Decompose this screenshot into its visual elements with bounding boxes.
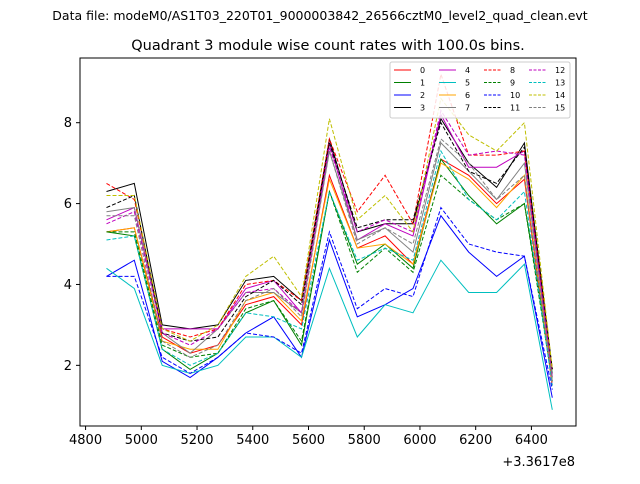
legend-label-1: 1 [420, 79, 425, 88]
legend-label-14: 14 [555, 91, 565, 100]
legend-label-9: 9 [510, 79, 515, 88]
series-line-7 [106, 141, 553, 378]
x-tick-label: 6400 [515, 433, 548, 448]
series-line-2 [106, 214, 553, 398]
legend-box [389, 61, 571, 119]
legend-label-6: 6 [465, 91, 470, 100]
series-line-15 [106, 137, 553, 382]
x-tick-label: 5400 [236, 433, 269, 448]
series-line-5 [106, 259, 553, 410]
x-tick-label: 4800 [69, 433, 102, 448]
chart-title: Quadrant 3 module wise count rates with … [131, 38, 525, 54]
x-tick-label: 6200 [459, 433, 492, 448]
series-line-10 [106, 206, 553, 390]
x-tick-label: 5600 [292, 433, 325, 448]
legend-label-15: 15 [555, 104, 565, 113]
legend-label-7: 7 [465, 104, 470, 113]
series-line-0 [106, 158, 553, 386]
series-group [106, 72, 553, 410]
legend-label-8: 8 [510, 66, 515, 75]
legend-label-12: 12 [555, 66, 565, 75]
series-line-11 [106, 121, 553, 370]
axes: 4800 5000 5200 5400 5600 5800 6000 6200 6400 2 4 6 8 [64, 57, 577, 448]
series-line-1 [106, 157, 553, 374]
y-tick-label: 4 [64, 278, 72, 293]
x-tick-label: 5200 [180, 433, 213, 448]
y-tick-label: 2 [64, 359, 72, 374]
data-file-label: Data file: modeM0/AS1T03_220T01_90000038… [52, 8, 587, 23]
series-line-13 [106, 149, 553, 386]
y-tick-label: 6 [64, 197, 72, 212]
axes-frame [79, 57, 577, 427]
legend-label-13: 13 [555, 79, 565, 88]
series-line-14 [106, 97, 553, 370]
x-tick-label: 5800 [348, 433, 381, 448]
legend-label-5: 5 [465, 79, 470, 88]
series-line-12 [106, 109, 553, 378]
y-tick-label: 8 [64, 116, 72, 131]
legend-label-4: 4 [465, 66, 470, 75]
series-line-8 [106, 72, 553, 370]
x-axis-offset-label: +3.3617e8 [502, 455, 575, 470]
x-tick-label: 5000 [125, 433, 158, 448]
legend-label-0: 0 [420, 66, 425, 75]
legend-label-3: 3 [420, 104, 425, 113]
legend-label-11: 11 [510, 104, 520, 113]
legend-label-2: 2 [420, 91, 425, 100]
legend-label-10: 10 [510, 91, 520, 100]
x-tick-label: 6000 [403, 433, 436, 448]
